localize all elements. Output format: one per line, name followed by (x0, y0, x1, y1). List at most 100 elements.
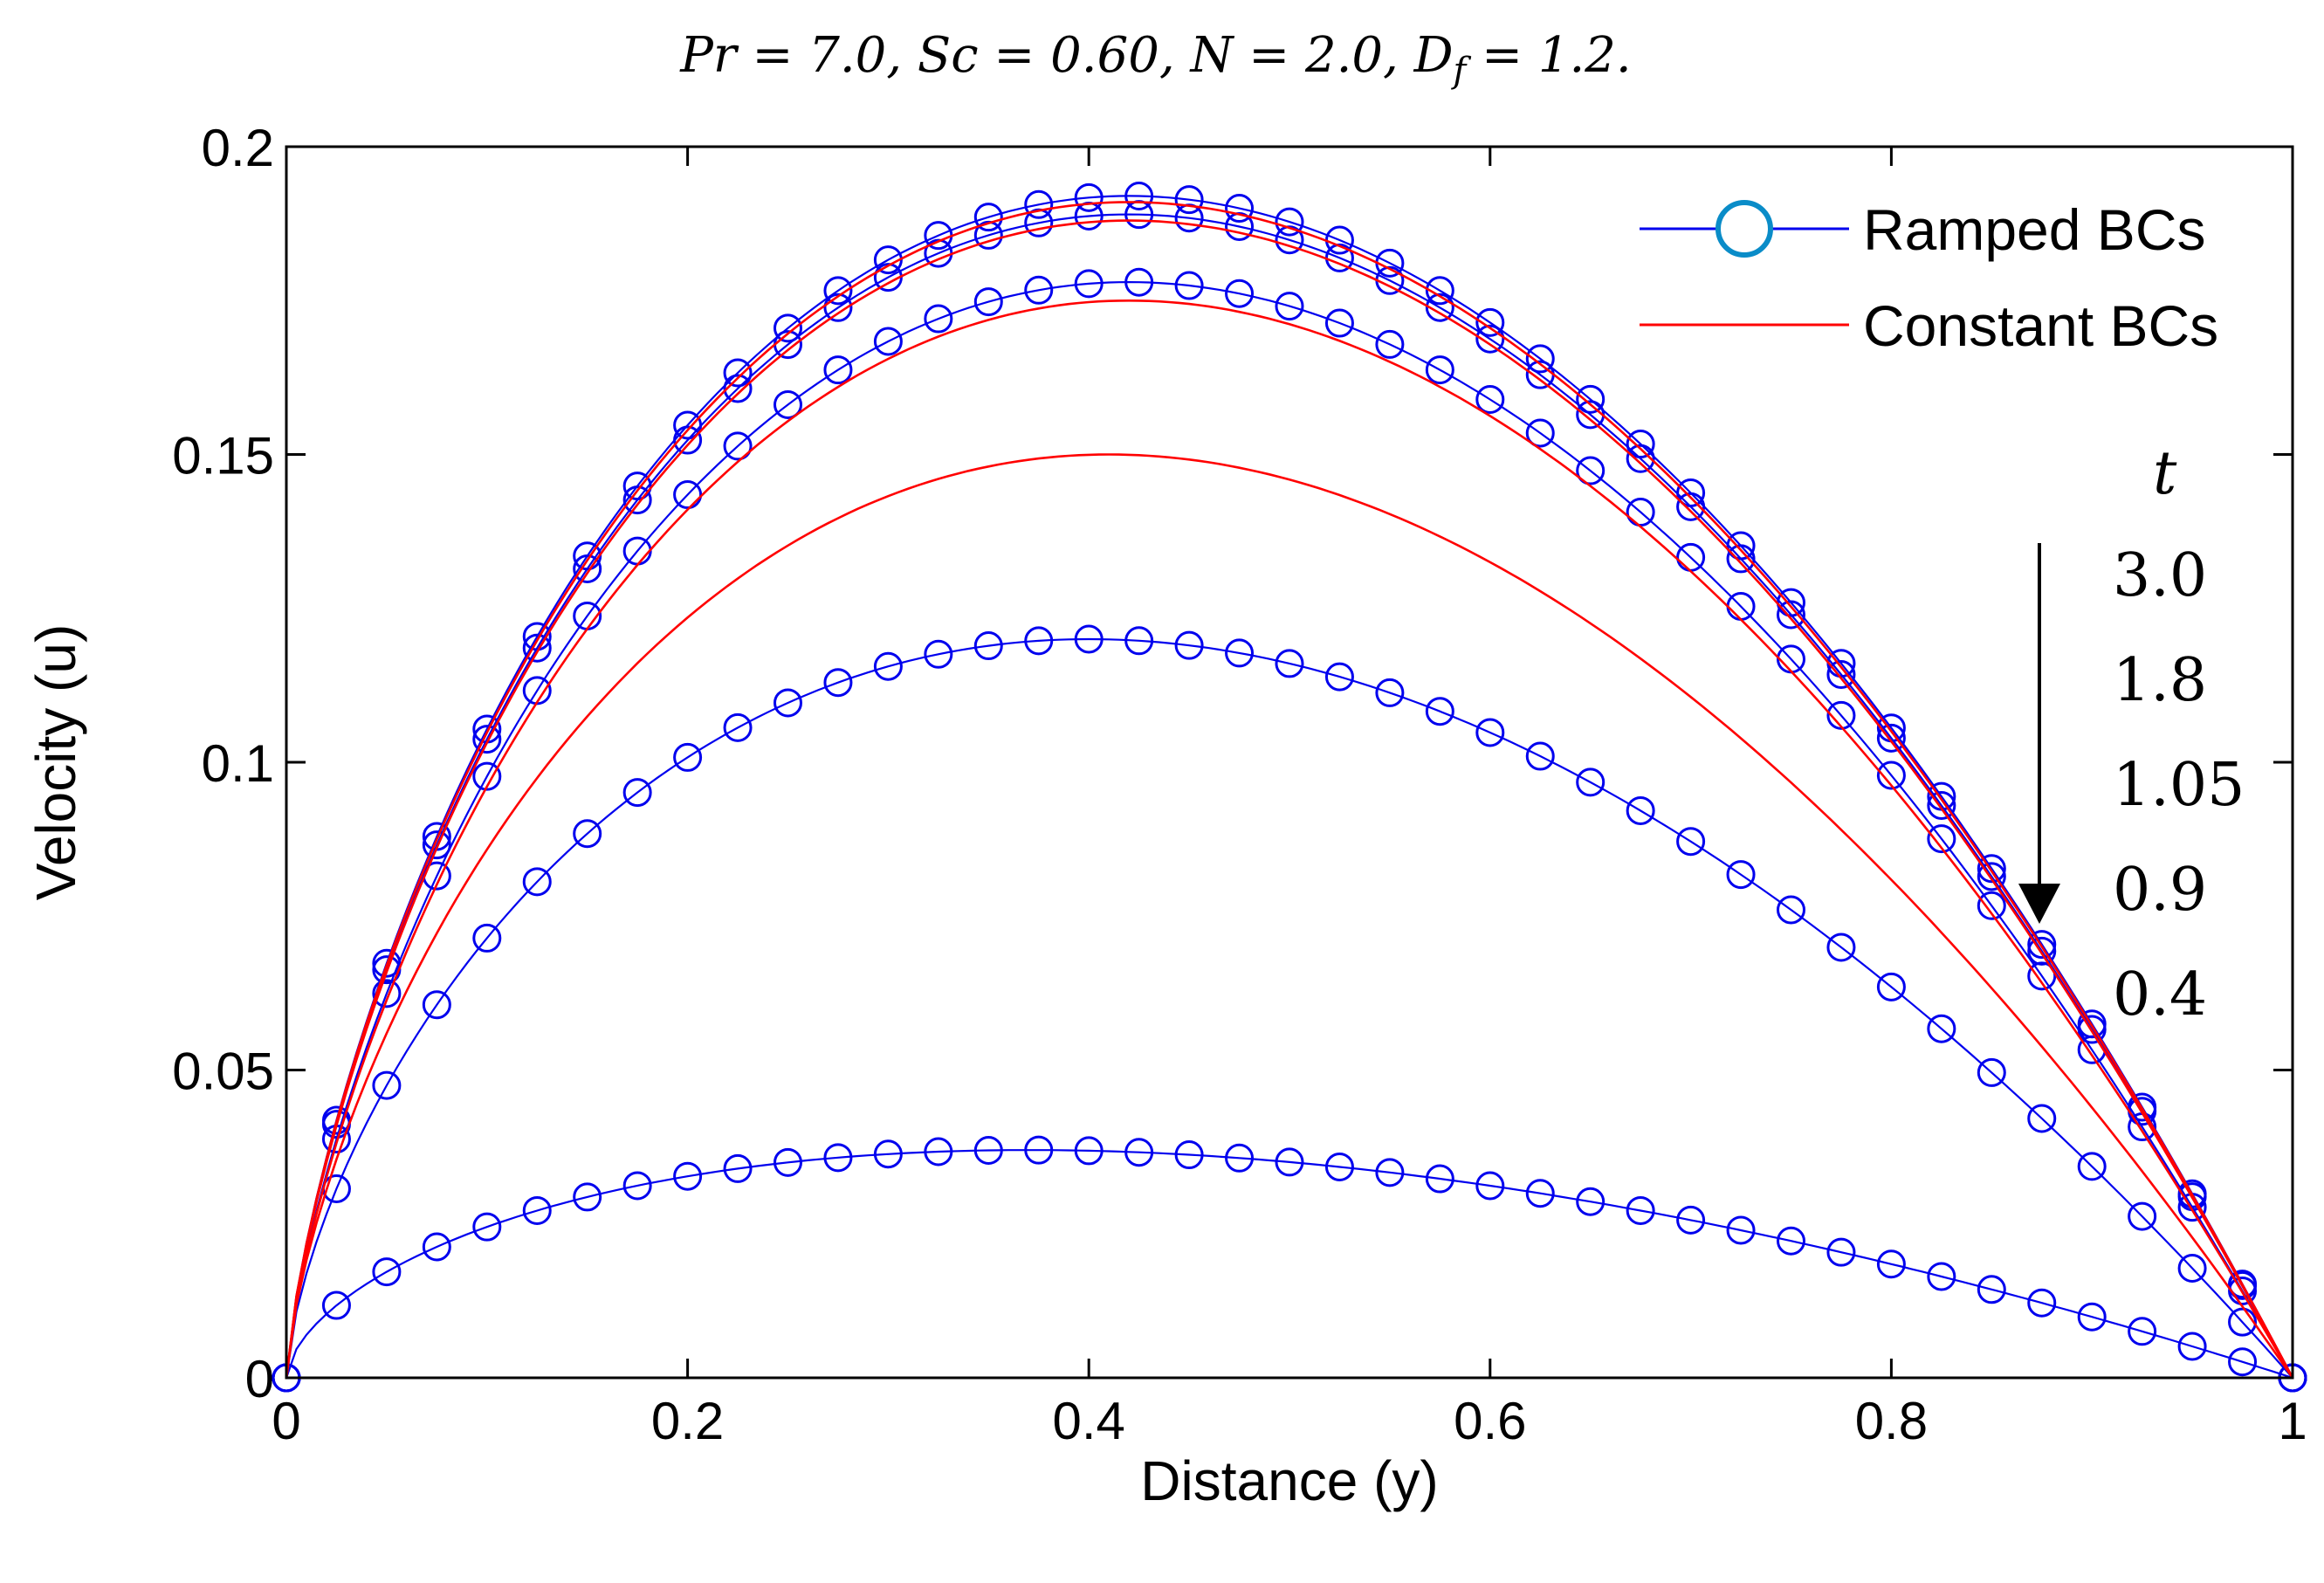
data-point (1676, 827, 1706, 857)
data-point (1124, 182, 1154, 211)
title-df-value: = 1.2. (1466, 27, 1631, 84)
data-point (1525, 418, 1555, 448)
data-point (472, 923, 502, 953)
data-point (1475, 1171, 1505, 1201)
data-point (372, 1257, 402, 1287)
data-point (924, 304, 953, 334)
data-point (1375, 678, 1405, 707)
title-pr: Pr = 7.0, (679, 27, 918, 84)
legend: Ramped BCs Constant BCs (1640, 197, 2218, 358)
x-tick-label: 0.6 (1454, 1392, 1526, 1450)
x-axis-label: Distance (y) (1140, 1449, 1438, 1512)
data-point (1074, 182, 1104, 212)
data-point (1826, 1237, 1856, 1267)
data-point (2077, 1152, 2107, 1181)
data-point (1876, 1249, 1906, 1279)
data-point (2228, 1307, 2258, 1337)
data-point (823, 293, 853, 322)
data-point (1375, 329, 1405, 359)
data-point (1977, 862, 2006, 891)
data-point (1225, 1143, 1255, 1173)
data-point (1977, 891, 2006, 920)
series-ramped-t-1-8 (272, 200, 2307, 1393)
data-point (873, 651, 903, 681)
legend-item-ramped: Ramped BCs (1640, 197, 2206, 262)
data-point (873, 327, 903, 356)
data-point (1876, 761, 1906, 790)
y-axis-label: Velocity (u) (24, 624, 87, 901)
data-point (1024, 189, 1054, 219)
data-point (2027, 961, 2057, 991)
annotation-symbol-t: t (2153, 439, 2177, 508)
data-point (1275, 1147, 1304, 1177)
x-tick-label: 0.4 (1052, 1392, 1124, 1450)
data-point (1726, 544, 1756, 574)
data-point (1124, 626, 1154, 656)
data-point (823, 668, 853, 698)
data-point (1275, 292, 1304, 321)
series-constant-t-3-0 (285, 201, 2294, 1379)
data-point (1927, 790, 1956, 820)
data-point (1425, 1164, 1454, 1194)
series-ramped-t-3-0 (272, 182, 2307, 1393)
annotation-t-value: 0.4 (2113, 960, 2207, 1029)
data-point (1475, 307, 1505, 337)
y-tick-label: 0 (245, 1350, 274, 1408)
legend-label: Ramped BCs (1863, 197, 2206, 262)
series-ramped-t-0-4 (272, 1135, 2307, 1393)
data-point (1777, 600, 1805, 630)
data-point (1425, 355, 1454, 385)
data-point (1676, 1205, 1706, 1235)
data-point (622, 778, 652, 808)
data-point (1777, 895, 1805, 925)
data-point (1576, 384, 1605, 414)
x-tick-label: 0.8 (1855, 1392, 1928, 1450)
series-line (285, 219, 2294, 1379)
data-point (1726, 860, 1756, 890)
data-point (823, 276, 853, 306)
data-point (673, 742, 703, 772)
series-constant-t-1-8 (285, 219, 2294, 1379)
data-point (973, 203, 1003, 232)
data-point (472, 1212, 502, 1242)
y-tick-label: 0.15 (172, 427, 274, 485)
data-point (1977, 854, 2006, 884)
data-point (1826, 700, 1856, 730)
title-df: D (1413, 27, 1454, 84)
data-point (1927, 824, 1956, 854)
data-point (973, 631, 1003, 661)
series-line (285, 299, 2294, 1379)
annotation-t-value: 3.0 (2113, 541, 2207, 610)
x-tick-label: 0 (272, 1392, 300, 1450)
axes: 0 0.2 0.4 0.6 0.8 1 0 0.05 0.1 0.15 0.2 Distance (y… (24, 119, 2307, 1512)
data-point (1425, 293, 1454, 322)
series-constant-t-1-05 (285, 299, 2294, 1379)
data-point (372, 1070, 402, 1100)
data-point (2027, 930, 2057, 960)
data-point (1024, 626, 1054, 656)
data-point (2027, 1288, 2057, 1318)
plot-area (272, 182, 2307, 1393)
data-point (723, 1153, 753, 1183)
data-point (1576, 1187, 1605, 1216)
chart-title: Pr = 7.0, Sc = 0.60, N = 2.0, Df = 1.2. (679, 27, 1631, 91)
data-point (2177, 1332, 2207, 1361)
data-point (1324, 662, 1354, 692)
data-point (1726, 1215, 1756, 1245)
legend-label: Constant BCs (1863, 293, 2218, 358)
data-point (1927, 1014, 1956, 1043)
data-point (522, 1195, 552, 1225)
data-point (472, 725, 502, 754)
data-point (1626, 444, 1655, 473)
data-point (1826, 660, 1856, 690)
y-tick-label: 0.2 (202, 119, 274, 177)
x-tick-label: 0.2 (651, 1392, 724, 1450)
data-point (1525, 344, 1555, 374)
data-point (1074, 269, 1104, 299)
data-point (1174, 271, 1204, 300)
title-n: N = 2.0, (1188, 27, 1413, 84)
data-point (924, 1137, 953, 1167)
data-point (1977, 1057, 2006, 1087)
data-point (723, 358, 753, 388)
